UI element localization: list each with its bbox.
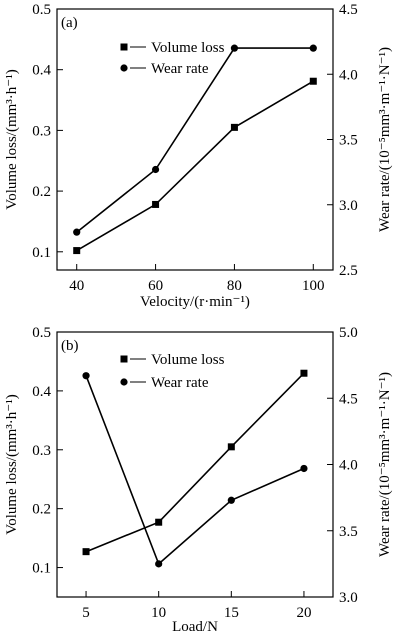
y-tick-label: 0.2 xyxy=(32,184,51,200)
y-tick-label: 0.4 xyxy=(32,63,51,79)
y2-tick-label: 4.0 xyxy=(339,458,358,474)
panel-label: (b) xyxy=(61,338,79,354)
y-tick-label: 0.3 xyxy=(32,123,51,139)
data-point-wear-rate xyxy=(227,496,235,504)
data-point-wear-rate xyxy=(230,44,239,52)
series-line-wear-rate xyxy=(76,47,314,233)
data-point-volume-loss xyxy=(73,247,81,255)
data-point-volume-loss xyxy=(155,518,163,526)
y2-tick-label: 3.0 xyxy=(339,590,358,606)
x-tick-label: 40 xyxy=(69,278,84,294)
data-point-volume-loss xyxy=(82,548,90,556)
x-tick-label: 15 xyxy=(224,605,239,621)
y-tick-label: 0.2 xyxy=(32,502,51,518)
panel-label: (a) xyxy=(61,15,78,31)
y2-tick-label: 3.5 xyxy=(339,524,358,540)
series-line-wear-rate xyxy=(85,375,305,566)
y2-axis-label: Wear rate/(10⁻⁵mm³·m⁻¹·N⁻¹) xyxy=(377,47,393,232)
x-tick-label: 100 xyxy=(302,278,325,294)
data-point-wear-rate xyxy=(309,44,317,52)
y2-tick-label: 4.5 xyxy=(339,391,358,407)
legend-marker xyxy=(120,43,128,51)
series-line-volume-loss xyxy=(76,80,314,252)
y2-axis-label: Wear rate/(10⁻⁵mm³·m⁻¹·N⁻¹) xyxy=(377,372,393,557)
plot-frame xyxy=(56,331,334,598)
legend-marker xyxy=(120,378,128,386)
data-point-wear-rate xyxy=(155,560,163,568)
y-tick-label: 0.1 xyxy=(32,561,51,577)
y2-tick-label: 2.5 xyxy=(339,263,358,279)
y2-tick-label: 4.5 xyxy=(339,2,358,18)
x-tick-label: 80 xyxy=(227,278,242,294)
data-point-wear-rate xyxy=(73,228,81,236)
y-tick-label: 0.5 xyxy=(32,325,51,341)
data-point-volume-loss xyxy=(230,123,238,131)
data-point-volume-loss xyxy=(300,369,308,377)
legend-label: Wear rate xyxy=(151,61,209,77)
data-point-wear-rate xyxy=(300,464,308,473)
y-tick-label: 0.1 xyxy=(32,245,51,261)
y-tick-label: 0.5 xyxy=(32,2,51,18)
panel-a: 40 60 80 100 0.1 0.2 0.3 0.4 0.5 2.5 3.0 3.5 4.0 4.5 V… xyxy=(4,2,393,310)
x-axis-label: Load/N xyxy=(172,619,218,635)
legend-label: Volume loss xyxy=(151,40,225,56)
y-tick-label: 0.4 xyxy=(32,384,51,400)
y2-tick-label: 4.0 xyxy=(339,67,358,83)
series-line-volume-loss xyxy=(85,372,305,553)
y2-tick-label: 3.0 xyxy=(339,198,358,214)
data-point-volume-loss xyxy=(309,77,317,85)
legend-marker xyxy=(120,64,128,72)
y2-tick-label: 3.5 xyxy=(339,133,358,149)
y2-tick-label: 5.0 xyxy=(339,325,358,341)
x-tick-label: 20 xyxy=(296,605,311,621)
data-point-wear-rate xyxy=(151,165,160,174)
data-point-volume-loss xyxy=(152,200,160,208)
legend-marker xyxy=(120,355,128,363)
y-axis-label: Volume loss/(mm³·h⁻¹) xyxy=(4,394,20,534)
y-tick-label: 0.3 xyxy=(32,443,51,459)
x-tick-label: 10 xyxy=(151,605,166,621)
x-tick-label: 60 xyxy=(148,278,163,294)
y-axis-label: Volume loss/(mm³·h⁻¹) xyxy=(4,69,20,209)
data-point-wear-rate xyxy=(82,372,90,380)
legend-label: Wear rate xyxy=(151,375,209,391)
panel-b: 5 10 15 20 0.1 0.2 0.3 0.4 0.5 3.0 3.5 4.0 4.5 5.0 Loa… xyxy=(4,325,393,635)
x-tick-label: 5 xyxy=(82,605,90,621)
legend-label: Volume loss xyxy=(151,352,225,368)
x-axis-label: Velocity/(r·min⁻¹) xyxy=(140,294,250,310)
data-point-volume-loss xyxy=(227,443,235,451)
